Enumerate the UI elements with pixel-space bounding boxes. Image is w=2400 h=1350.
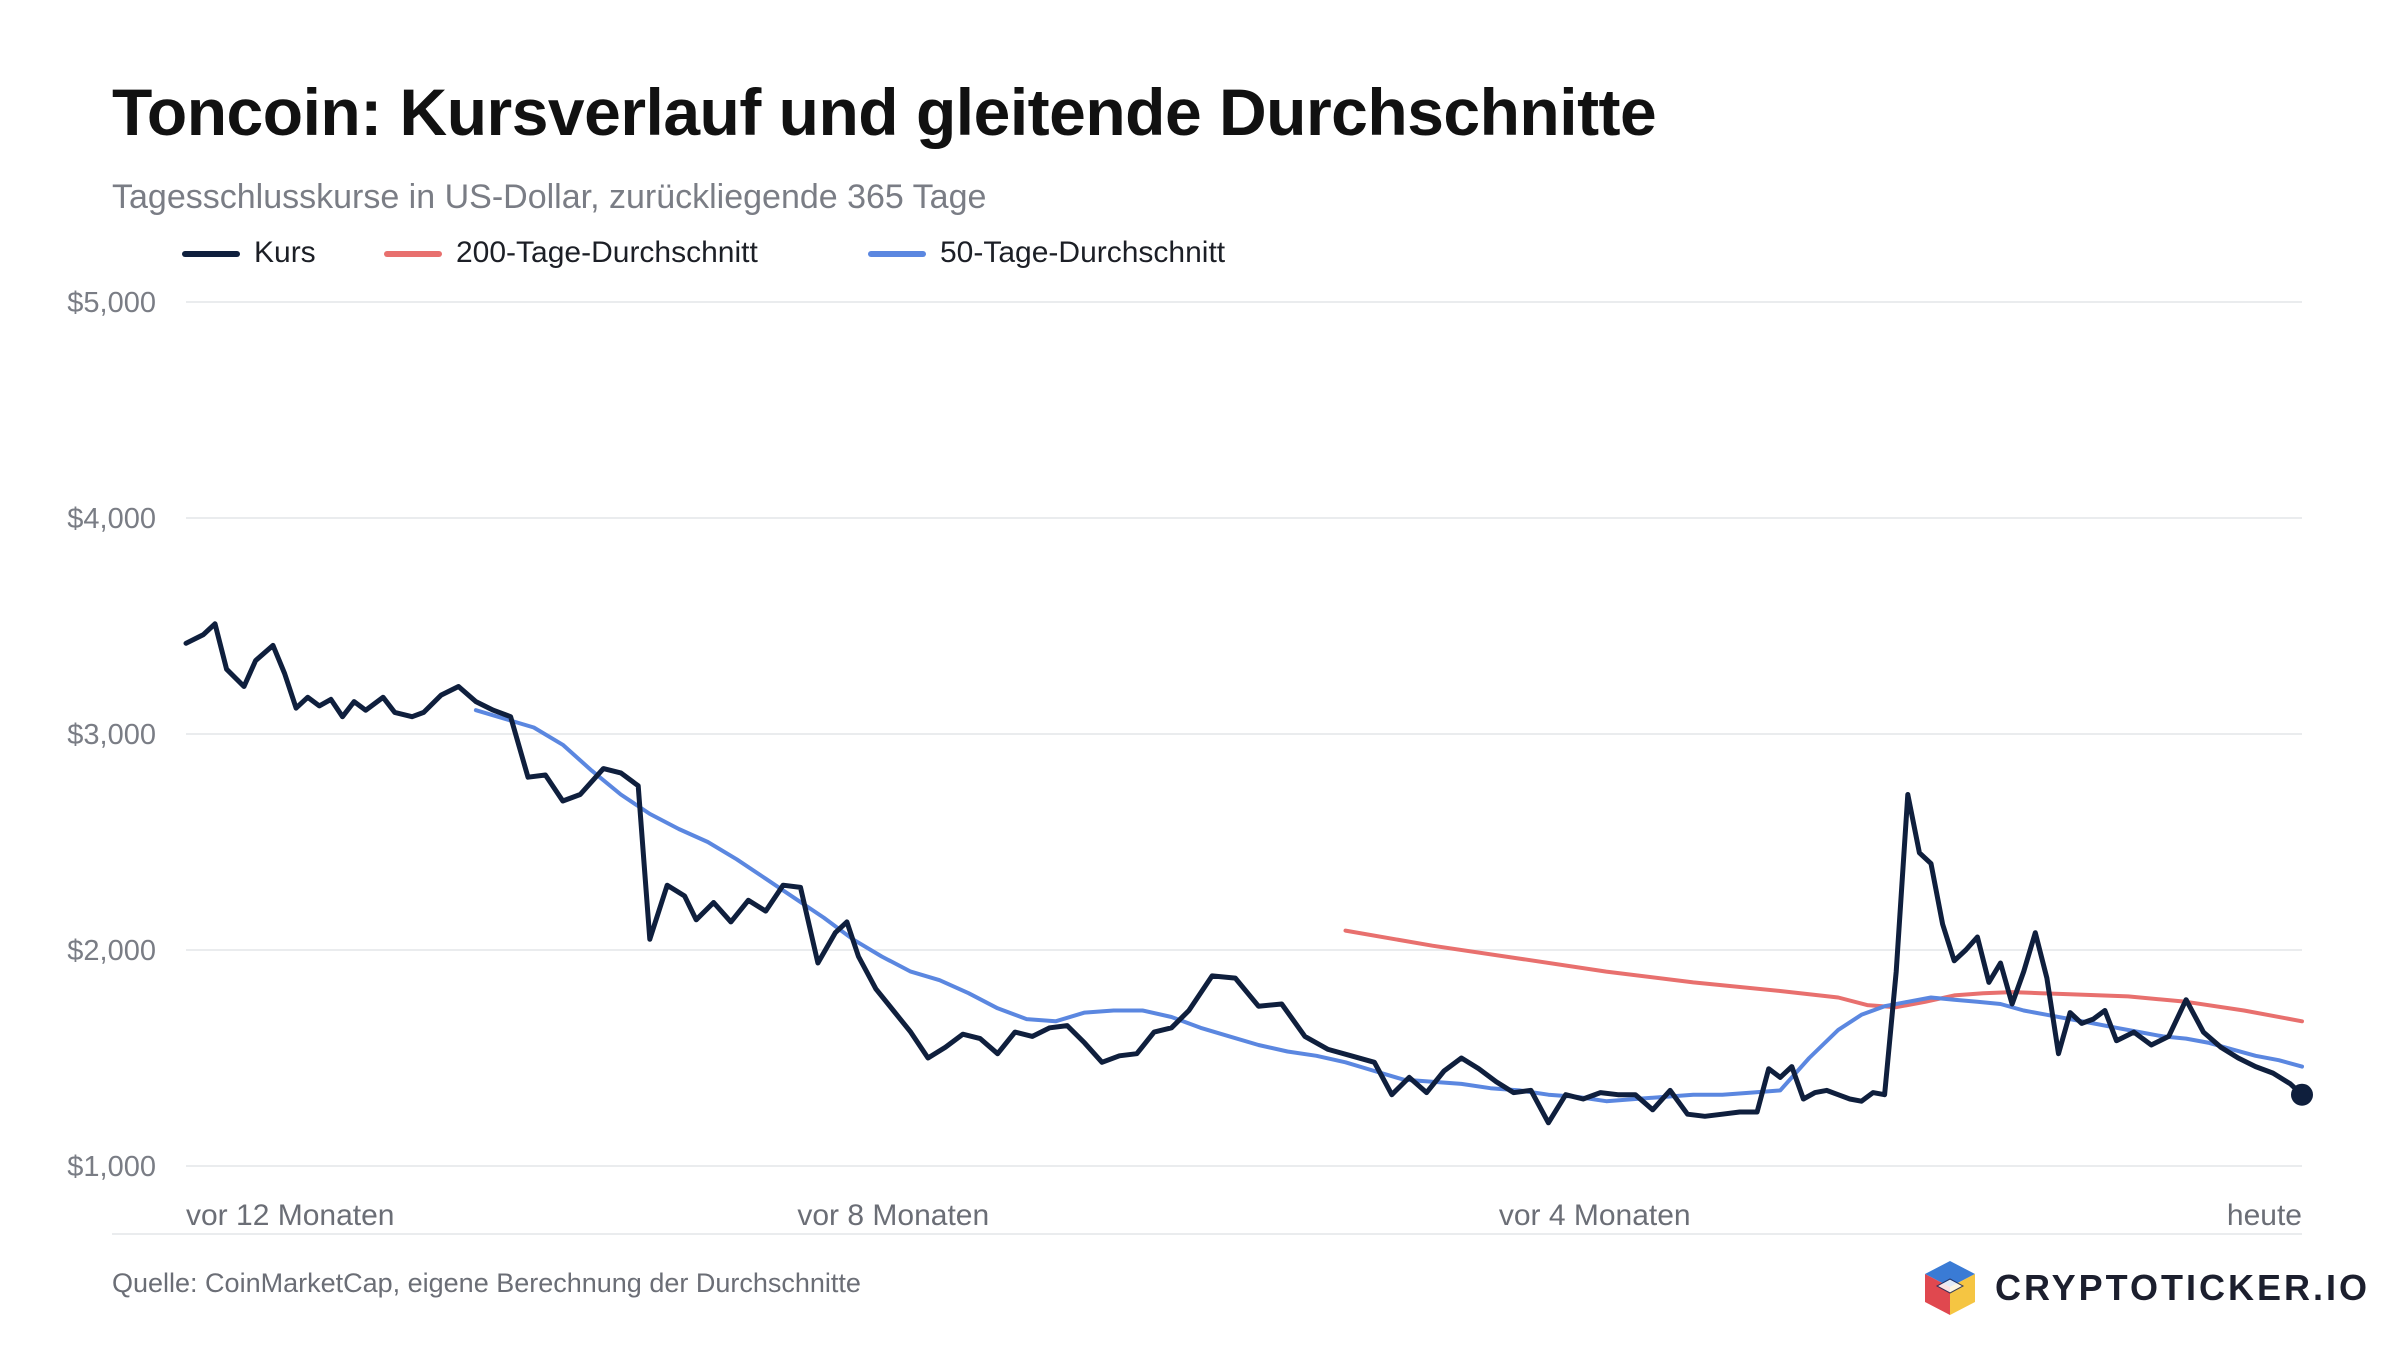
series-line-kurs <box>183 621 2305 1126</box>
series-layer <box>183 621 2313 1126</box>
series-line-50-tage-durchschnitt <box>473 708 2304 1104</box>
legend-label-kurs: Kurs <box>254 236 316 269</box>
y-tick-label: $5,000 <box>67 287 156 319</box>
x-axis-ticks: vor 12 Monaten vor 8 Monaten vor 4 Monaten… <box>186 1199 2302 1232</box>
brand[interactable]: CRYPTOTICKER.IO <box>1919 1255 2370 1321</box>
source-note: Quelle: CoinMarketCap, eigene Berechnung… <box>112 1268 861 1298</box>
y-tick-label: $1,000 <box>67 1151 156 1183</box>
series-line-200-tage-durchschnitt <box>1343 928 2304 1024</box>
y-axis-ticks: $5,000 $4,000 $3,000 $2,000 $1,000 <box>67 287 156 1183</box>
y-tick-label: $3,000 <box>67 719 156 751</box>
y-tick-label: $2,000 <box>67 935 156 967</box>
legend-swatch-50-tage <box>868 251 926 257</box>
legend-swatch-200-tage <box>384 251 442 257</box>
brand-name: CRYPTOTICKER.IO <box>1994 1267 2370 1308</box>
cube-logo-icon <box>1924 1261 1975 1315</box>
grid-layer <box>112 301 2302 1235</box>
chart-subtitle: Tagesschlusskurse in US-Dollar, zurückli… <box>112 178 987 216</box>
legend-label-200-tage: 200-Tage-Durchschnitt <box>456 236 758 269</box>
x-tick-label: heute <box>2227 1199 2302 1232</box>
x-tick-label: vor 12 Monaten <box>186 1199 394 1232</box>
x-tick-label: vor 4 Monaten <box>1499 1199 1691 1232</box>
y-tick-label: $4,000 <box>67 503 156 535</box>
legend-label-50-tage: 50-Tage-Durchschnitt <box>940 236 1226 269</box>
x-tick-label: vor 8 Monaten <box>797 1199 989 1232</box>
series-end-marker-kurs <box>2291 1083 2313 1106</box>
chart-title: Toncoin: Kursverlauf und gleitende Durch… <box>112 75 1657 149</box>
legend-swatch-kurs <box>182 251 240 257</box>
